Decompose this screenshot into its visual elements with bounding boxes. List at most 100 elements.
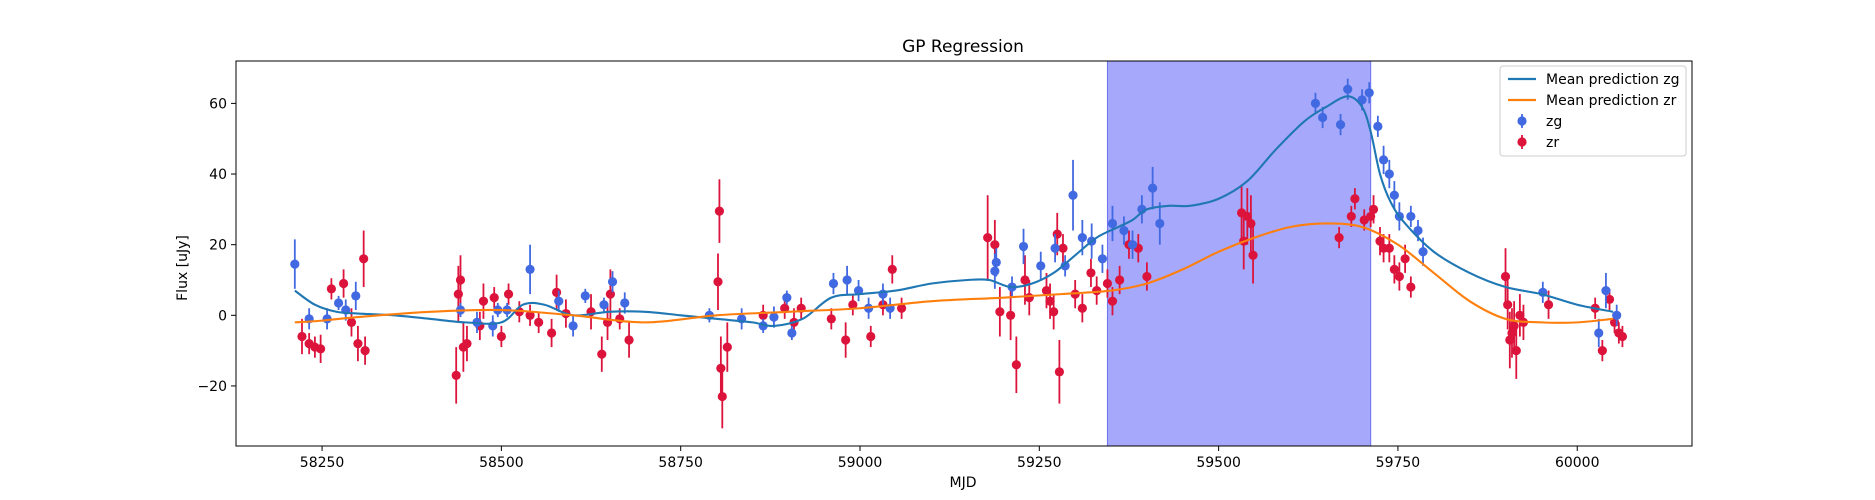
- point-zr: [1052, 229, 1062, 239]
- legend-item: Mean prediction zg: [1508, 72, 1680, 88]
- point-zg: [782, 293, 792, 303]
- line-mean-prediction-zg: [294, 95, 1614, 328]
- point-zg: [1418, 247, 1428, 257]
- point-zg: [1127, 240, 1138, 250]
- point-zg: [1060, 261, 1070, 271]
- legend-item: Mean prediction zr: [1508, 93, 1677, 109]
- point-zg: [991, 257, 1001, 267]
- point-zr: [1058, 243, 1068, 253]
- point-zg: [333, 298, 344, 308]
- point-zg: [1155, 218, 1165, 229]
- x-tick-label: 59000: [838, 455, 883, 471]
- point-zg: [1119, 225, 1129, 236]
- point-zr: [983, 233, 993, 243]
- point-zg: [607, 277, 618, 287]
- point-zr: [1115, 275, 1125, 285]
- point-zg: [1097, 254, 1108, 264]
- point-zr: [489, 293, 499, 303]
- point-zr: [1384, 243, 1394, 253]
- point-zg: [1406, 211, 1416, 222]
- legend-marker-swatch: [1517, 137, 1527, 147]
- x-tick-label: 58750: [658, 455, 703, 471]
- point-zr: [1248, 250, 1258, 260]
- point-zr: [1543, 300, 1554, 310]
- point-zg: [290, 259, 300, 269]
- point-zg: [1068, 190, 1078, 200]
- point-zr: [360, 346, 370, 356]
- point-zg: [842, 275, 852, 285]
- legend: Mean prediction zg Mean prediction zr zg zr: [1499, 65, 1687, 157]
- point-zg: [1373, 121, 1383, 131]
- point-zr: [338, 278, 349, 289]
- point-zg: [580, 291, 590, 301]
- point-zr: [722, 342, 732, 352]
- point-zr: [717, 391, 727, 402]
- point-zr: [713, 277, 723, 287]
- point-zr: [525, 310, 535, 320]
- axes: 58250 58500 58750 59000 59250 59500 59750 60000…: [197, 60, 1693, 471]
- point-zr: [496, 331, 506, 342]
- y-axis-label: Flux [uJy]: [175, 235, 191, 301]
- point-zr: [897, 303, 907, 313]
- point-zr: [990, 240, 1000, 250]
- point-zg: [1318, 112, 1328, 123]
- point-zg: [599, 300, 609, 310]
- point-zg: [1413, 225, 1423, 236]
- point-zr: [503, 289, 514, 299]
- point-zr: [1617, 331, 1628, 342]
- legend-item: zg: [1517, 114, 1562, 130]
- point-zr: [1242, 211, 1252, 222]
- point-zr: [780, 303, 790, 313]
- point-zg: [828, 278, 839, 289]
- point-zr: [1024, 293, 1034, 303]
- point-zr: [478, 296, 489, 306]
- point-zr: [462, 338, 472, 349]
- legend-item: zr: [1517, 135, 1559, 151]
- point-zg: [1018, 241, 1029, 252]
- plot-frame: [235, 60, 1693, 447]
- point-zr: [1102, 278, 1113, 289]
- point-zr: [1406, 282, 1416, 292]
- point-zr: [1086, 268, 1096, 278]
- legend-label: zg: [1546, 114, 1562, 130]
- point-zg: [568, 321, 578, 331]
- point-zg: [1036, 261, 1046, 271]
- y-tick-label: 20: [209, 238, 227, 254]
- point-zr: [624, 335, 634, 345]
- legend-label: zr: [1546, 135, 1559, 151]
- point-zr: [597, 349, 607, 359]
- point-zr: [1020, 275, 1030, 285]
- point-zg: [1364, 88, 1374, 98]
- point-zr: [455, 275, 466, 285]
- point-zr: [1334, 233, 1344, 243]
- point-zr: [1503, 300, 1513, 310]
- point-zr: [1350, 194, 1360, 204]
- point-zr: [841, 335, 851, 345]
- point-zr: [359, 254, 369, 264]
- x-tick-label: 60000: [1555, 455, 1600, 471]
- point-zg: [1077, 233, 1087, 243]
- point-zg: [1107, 218, 1118, 229]
- point-zr: [605, 289, 616, 299]
- point-zr: [297, 331, 307, 342]
- point-zr: [887, 264, 897, 274]
- point-zr: [1246, 218, 1256, 229]
- point-zg: [525, 264, 535, 274]
- point-zr: [848, 300, 858, 310]
- point-zr: [1515, 310, 1525, 320]
- point-zr: [451, 370, 461, 380]
- x-tick-label: 59250: [1017, 455, 1062, 471]
- x-tick-label: 59750: [1376, 455, 1421, 471]
- chart-title: GP Regression: [902, 37, 1024, 57]
- point-zr: [1604, 294, 1615, 305]
- point-zr: [534, 317, 544, 327]
- point-zg: [1343, 84, 1353, 94]
- point-zg: [1310, 98, 1321, 108]
- legend-label: Mean prediction zg: [1546, 72, 1680, 88]
- legend-label: Mean prediction zr: [1546, 93, 1677, 109]
- point-zr: [866, 331, 876, 342]
- point-zr: [826, 314, 836, 324]
- point-zg: [1594, 328, 1604, 338]
- point-zr: [714, 206, 725, 216]
